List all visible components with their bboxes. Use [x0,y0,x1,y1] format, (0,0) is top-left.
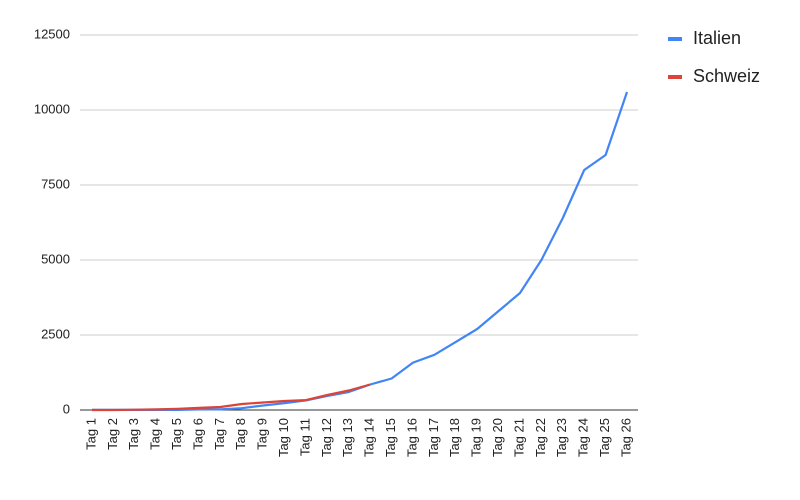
x-tick-label: Tag 12 [319,418,334,457]
y-tick-label: 2500 [41,326,70,341]
x-tick-label: Tag 23 [554,418,569,457]
x-tick-label: Tag 16 [404,418,419,457]
y-tick-label: 5000 [41,251,70,266]
x-tick-label: Tag 6 [190,418,205,450]
legend-label: Schweiz [693,66,760,86]
x-tick-label: Tag 7 [212,418,227,450]
x-tick-label: Tag 13 [340,418,355,457]
x-tick-label: Tag 9 [255,418,270,450]
series-line [92,383,371,412]
x-tick-label: Tag 19 [469,418,484,457]
x-tick-label: Tag 14 [362,418,377,457]
x-tick-label: Tag 20 [490,418,505,457]
x-tick-label: Tag 15 [383,418,398,457]
y-tick-label: 7500 [41,176,70,191]
x-tick-label: Tag 4 [148,418,163,450]
x-tick-label: Tag 10 [276,418,291,457]
legend-label: Italien [693,28,741,48]
x-tick-label: Tag 1 [83,418,98,450]
x-tick-label: Tag 18 [447,418,462,457]
x-tick-label: Tag 3 [126,418,141,450]
series-line [92,91,629,412]
x-tick-label: Tag 22 [533,418,548,457]
y-tick-label: 10000 [34,101,70,116]
x-tick-label: Tag 5 [169,418,184,450]
x-tick-label: Tag 24 [576,418,591,457]
y-tick-label: 0 [63,401,70,416]
x-tick-label: Tag 2 [105,418,120,450]
x-tick-label: Tag 21 [511,418,526,457]
x-tick-label: Tag 17 [426,418,441,457]
x-tick-label: Tag 25 [597,418,612,457]
x-tick-label: Tag 11 [297,418,312,456]
y-tick-label: 12500 [34,26,70,41]
x-tick-label: Tag 26 [618,418,633,457]
x-tick-label: Tag 8 [233,418,248,450]
